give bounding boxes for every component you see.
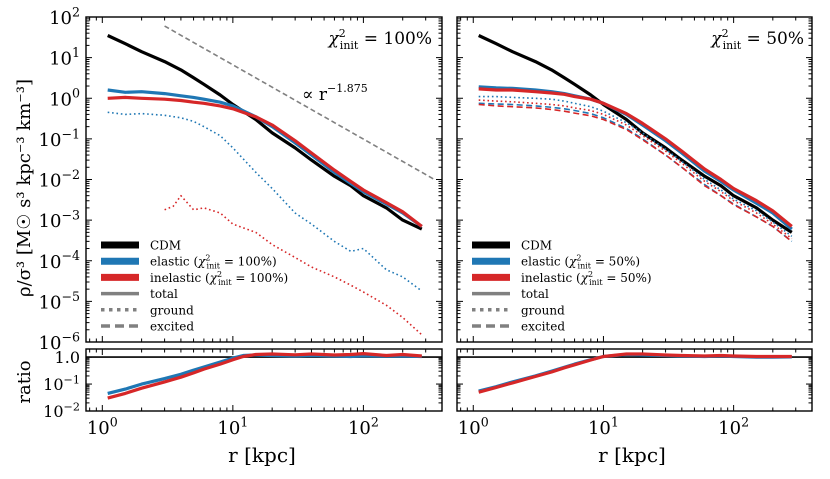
x-axis-label-left: r [kpc] bbox=[228, 443, 296, 467]
series-left-density-elastic-total bbox=[107, 88, 423, 228]
y-tick-label: 10−2 bbox=[39, 167, 80, 192]
legend-label: total bbox=[150, 287, 178, 301]
y-tick-label: 10−5 bbox=[39, 289, 80, 314]
legend-label: ground bbox=[521, 303, 565, 317]
y-tick-label: 101 bbox=[49, 45, 80, 70]
series-left-density-elastic-ground bbox=[107, 111, 423, 292]
y-axis-label-ratio: ratio bbox=[14, 360, 35, 403]
legend-label: elastic (χ2 init = 100%) bbox=[150, 254, 277, 271]
series-left-density-inelastic-ground bbox=[164, 194, 423, 336]
panel-left-density-frame bbox=[85, 16, 443, 343]
reference-lines bbox=[86, 25, 812, 358]
series-right-density-inelastic-ground bbox=[478, 99, 793, 240]
legend-label: excited bbox=[150, 320, 194, 334]
legend-label: CDM bbox=[521, 239, 552, 253]
legend-label: excited bbox=[521, 320, 565, 334]
annotation-left: χ2 init = 100% bbox=[327, 27, 432, 52]
y-tick-label: 1.0 bbox=[55, 348, 80, 367]
panel-left-ratio-frame bbox=[85, 348, 443, 412]
power-law-guide-line bbox=[164, 25, 435, 181]
y-tick-label: 102 bbox=[49, 4, 80, 29]
data-series bbox=[107, 34, 793, 400]
y-tick-label: 10−4 bbox=[39, 248, 80, 273]
x-tick-label: 101 bbox=[588, 414, 619, 439]
series-left-ratio-inelastic-cdm bbox=[107, 352, 422, 400]
y-tick-label: 10−6 bbox=[39, 329, 80, 354]
legend-label: elastic (χ2 init = 50%) bbox=[521, 254, 640, 271]
series-right-density-cdm-total bbox=[478, 34, 793, 234]
y-tick-label: 10−2 bbox=[43, 400, 80, 421]
series-right-ratio-elastic-cdm bbox=[478, 352, 792, 393]
tick-marks bbox=[86, 16, 813, 412]
annotation-right: χ2 init = 50% bbox=[710, 27, 804, 52]
y-tick-label: 10−1 bbox=[43, 373, 80, 394]
series-left-density-cdm-total bbox=[107, 34, 423, 231]
x-tick-label: 101 bbox=[217, 414, 248, 439]
x-tick-label: 100 bbox=[458, 414, 489, 439]
y-tick-label: 10−3 bbox=[39, 208, 80, 233]
reference-slope-label: ∝ r−1.875 bbox=[302, 82, 368, 105]
series-right-density-inelastic-total bbox=[478, 87, 793, 228]
tick-labels: 100 100 101 101 102 102 102 101 100 10−1 10−2 10−3 1… bbox=[39, 4, 750, 439]
legend-label: CDM bbox=[150, 239, 181, 253]
series-right-ratio-inelastic-cdm bbox=[478, 352, 792, 394]
series-right-density-elastic-excited bbox=[478, 102, 793, 243]
y-tick-label: 10−1 bbox=[39, 126, 80, 151]
y-axis-label-density: ρ/σ³ [M☉ s³ kpc⁻³ km⁻³] bbox=[14, 79, 35, 297]
legend-label: total bbox=[521, 287, 549, 301]
legend-label: ground bbox=[150, 303, 194, 317]
x-tick-label: 102 bbox=[718, 414, 749, 439]
panel-right-density-frame bbox=[456, 16, 813, 343]
legend-label: inelastic (χ2 init = 50%) bbox=[521, 270, 652, 287]
panel-right-ratio-frame bbox=[456, 348, 813, 412]
x-tick-label: 100 bbox=[87, 414, 118, 439]
series-right-density-elastic-total bbox=[478, 85, 793, 231]
series-left-ratio-elastic-cdm bbox=[107, 353, 422, 395]
y-tick-label: 100 bbox=[49, 86, 80, 111]
x-tick-label: 102 bbox=[348, 414, 379, 439]
legend-label: inelastic (χ2 init = 100%) bbox=[150, 270, 288, 287]
series-left-density-inelastic-total bbox=[107, 95, 423, 228]
x-axis-label-right: r [kpc] bbox=[598, 443, 666, 467]
